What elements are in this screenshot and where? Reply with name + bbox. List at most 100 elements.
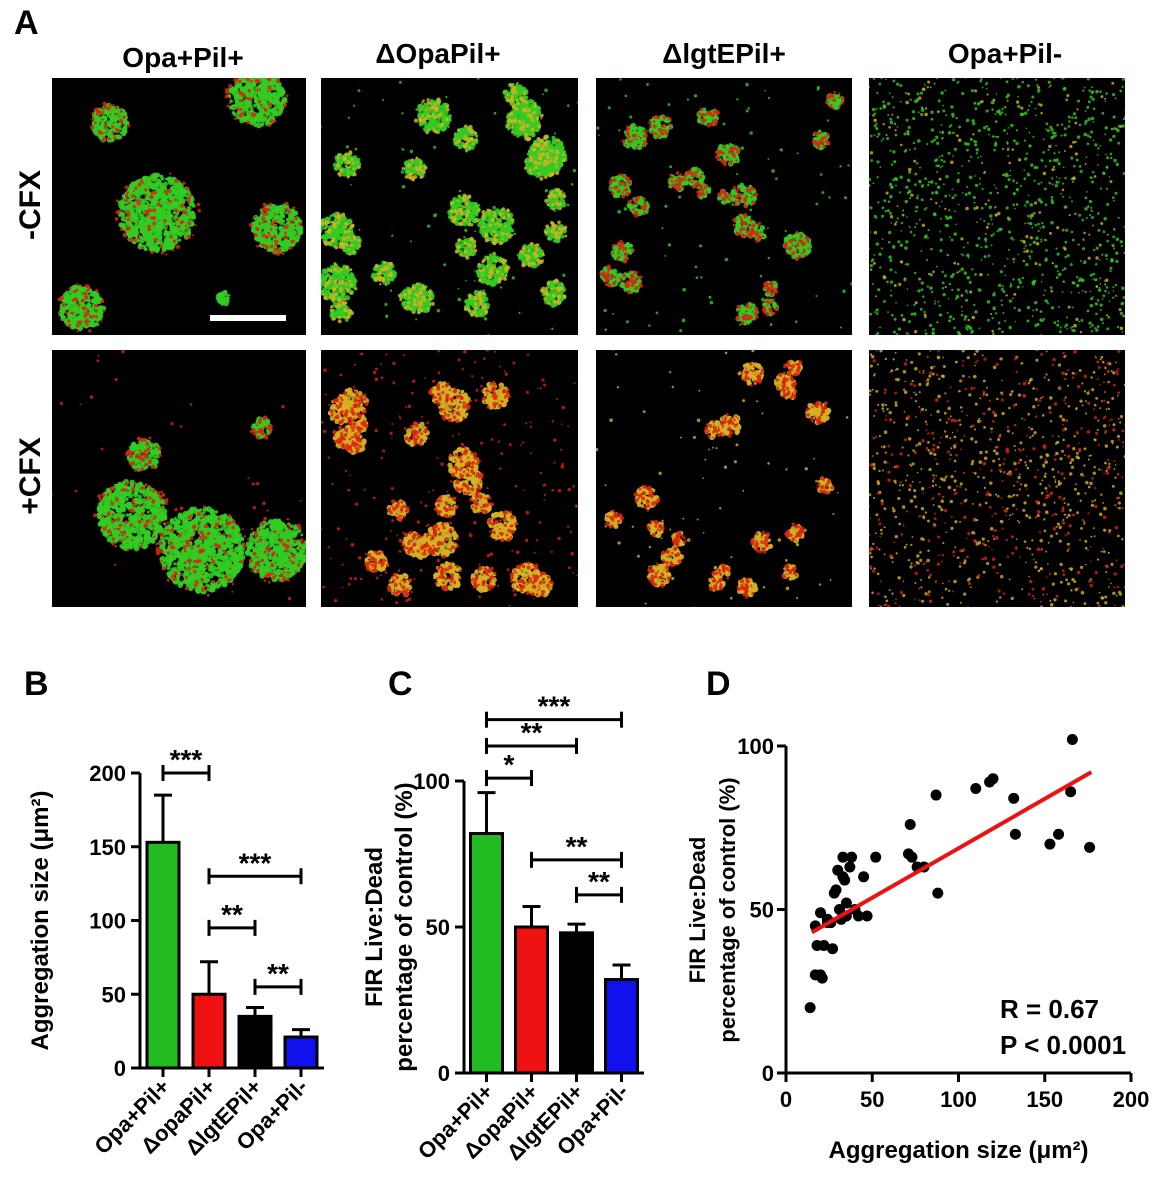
sig-label-1: ** <box>521 717 543 748</box>
scatter-point-21 <box>844 861 856 873</box>
bar-2 <box>559 931 594 1075</box>
sig-label-3: ** <box>267 958 289 989</box>
scatter-point-14 <box>833 904 845 915</box>
scatter-point-39 <box>1008 792 1020 804</box>
micrograph-texture <box>869 78 1125 335</box>
micrograph-texture <box>869 350 1125 607</box>
y-tick-label: 50 <box>750 898 774 923</box>
micrograph-opa-pil-neg-plus-cfx <box>869 350 1125 607</box>
scatter-point-38 <box>987 773 999 785</box>
scatter-point-5 <box>816 972 828 984</box>
scatter-point-16 <box>837 851 849 863</box>
scatter-point-6 <box>815 907 826 919</box>
sig-label-1: *** <box>239 847 272 878</box>
x-tick-label: 200 <box>1113 1087 1150 1112</box>
micrograph-texture <box>52 350 306 601</box>
y-axis-label: percentage of control (%) <box>715 777 740 1042</box>
y-tick-label: 0 <box>114 1056 126 1081</box>
y-tick-label: 100 <box>89 909 126 934</box>
micrograph-texture <box>596 78 852 333</box>
scatter-point-25 <box>858 871 870 883</box>
bar-0 <box>469 832 504 1075</box>
y-tick-label: 50 <box>102 982 126 1007</box>
scatter-point-19 <box>840 897 852 909</box>
scatter-point-45 <box>1084 841 1096 853</box>
y-tick-label: 0 <box>762 1061 774 1086</box>
bar-3 <box>283 1035 319 1070</box>
micrograph-texture <box>596 350 852 607</box>
micrograph-delta-opa-minus-cfx <box>321 78 578 335</box>
chart-b: B050100150200Opa+Pil+ΔopaPil+ΔlgtEPil+Op… <box>24 665 324 1160</box>
sig-label-4: ** <box>588 866 610 897</box>
sig-label-0: *** <box>170 744 203 775</box>
y-tick-label: 150 <box>89 835 126 860</box>
scatter-point-8 <box>818 939 830 951</box>
panel-letter-c: C <box>388 665 413 703</box>
column-title-opa-pil-neg: Opa+Pil- <box>947 38 1063 69</box>
y-tick-label: 0 <box>438 1061 450 1086</box>
chart-d: D 0 50 100 150 200 0 50 100 R = 0.67 P < 0.0001 Agg… <box>685 665 1149 1164</box>
column-title-delta-opa-pil-pos: ΔOpaPil+ <box>375 38 501 69</box>
scatter-point-41 <box>1044 838 1056 850</box>
bar-2 <box>237 1014 273 1070</box>
y-tick-label: 100 <box>413 769 450 794</box>
micrograph-texture <box>57 78 304 333</box>
stat-annotation-0: R = 0.67 <box>1000 994 1099 1024</box>
bar-1 <box>514 925 549 1075</box>
regression-line <box>810 770 1093 935</box>
x-axis-label: Aggregation size (μm²) <box>828 1137 1088 1164</box>
x-tick-label: 100 <box>940 1087 977 1112</box>
micrograph-texture <box>321 350 578 607</box>
scatter-point-27 <box>852 910 864 922</box>
scatter-point-31 <box>906 851 918 863</box>
scatter-point-40 <box>1009 828 1021 840</box>
panel-letter-a: A <box>14 4 39 42</box>
sig-label-2: * <box>504 749 515 780</box>
micrograph-opa-pil-pos-plus-cfx <box>52 350 306 607</box>
y-tick-label: 50 <box>426 915 450 940</box>
scatter-point-42 <box>1053 828 1065 840</box>
y-axis-label: FIR Live:Dead <box>685 837 710 984</box>
scatter-point-34 <box>932 887 944 899</box>
stat-annotation-1: P < 0.0001 <box>1000 1030 1126 1060</box>
scatter-point-22 <box>837 871 849 883</box>
sig-label-0: *** <box>538 691 571 722</box>
scatter-point-44 <box>1066 733 1078 745</box>
column-title-opa-pil-pos: Opa+Pil+ <box>122 42 244 73</box>
scatter-point-11 <box>827 943 839 955</box>
scale-bar <box>210 315 286 321</box>
sig-label-2: ** <box>221 899 243 930</box>
y-axis-label: Aggregation size (μm²) <box>27 790 54 1050</box>
micrograph-delta-opa-plus-cfx <box>321 350 578 607</box>
y-tick-label: 100 <box>737 734 774 759</box>
scatter-point-12 <box>830 884 842 896</box>
scatter-point-29 <box>904 818 916 830</box>
micrograph-opa-pil-neg-minus-cfx <box>869 78 1125 335</box>
scatter-point-36 <box>970 783 982 795</box>
micrograph-delta-lgte-minus-cfx <box>596 78 852 335</box>
column-title-delta-lgte-pil-pos: ΔlgtEPil+ <box>662 38 786 69</box>
x-tick-label: 150 <box>1026 1087 1063 1112</box>
scatter-point-0 <box>804 1002 816 1014</box>
micrograph-texture <box>321 78 578 335</box>
sig-label-3: ** <box>566 831 588 862</box>
micrograph-opa-pil-pos-minus-cfx <box>52 78 306 335</box>
chart-c: C050100Opa+Pil+ΔopaPil+ΔlgtEPil+Opa+Pil-… <box>361 665 644 1165</box>
micrograph-delta-lgte-plus-cfx <box>596 350 852 607</box>
scatter-point-20 <box>846 851 858 863</box>
bar-0 <box>145 840 181 1070</box>
y-axis-label: FIR Live:Dead <box>361 847 388 1007</box>
panel-letter-d: D <box>706 665 731 703</box>
bar-1 <box>191 992 227 1070</box>
panel-letter-b: B <box>24 665 49 703</box>
scatter-point-43 <box>1065 786 1077 798</box>
x-tick-label: 0 <box>780 1087 792 1112</box>
scatter-point-26 <box>861 910 873 922</box>
x-tick-label: 50 <box>860 1087 884 1112</box>
y-axis-label: percentage of control (%) <box>391 782 418 1071</box>
scatter-point-28 <box>870 851 882 863</box>
y-tick-label: 200 <box>89 761 126 786</box>
scatter-point-35 <box>930 789 942 801</box>
bar-3 <box>604 978 639 1075</box>
